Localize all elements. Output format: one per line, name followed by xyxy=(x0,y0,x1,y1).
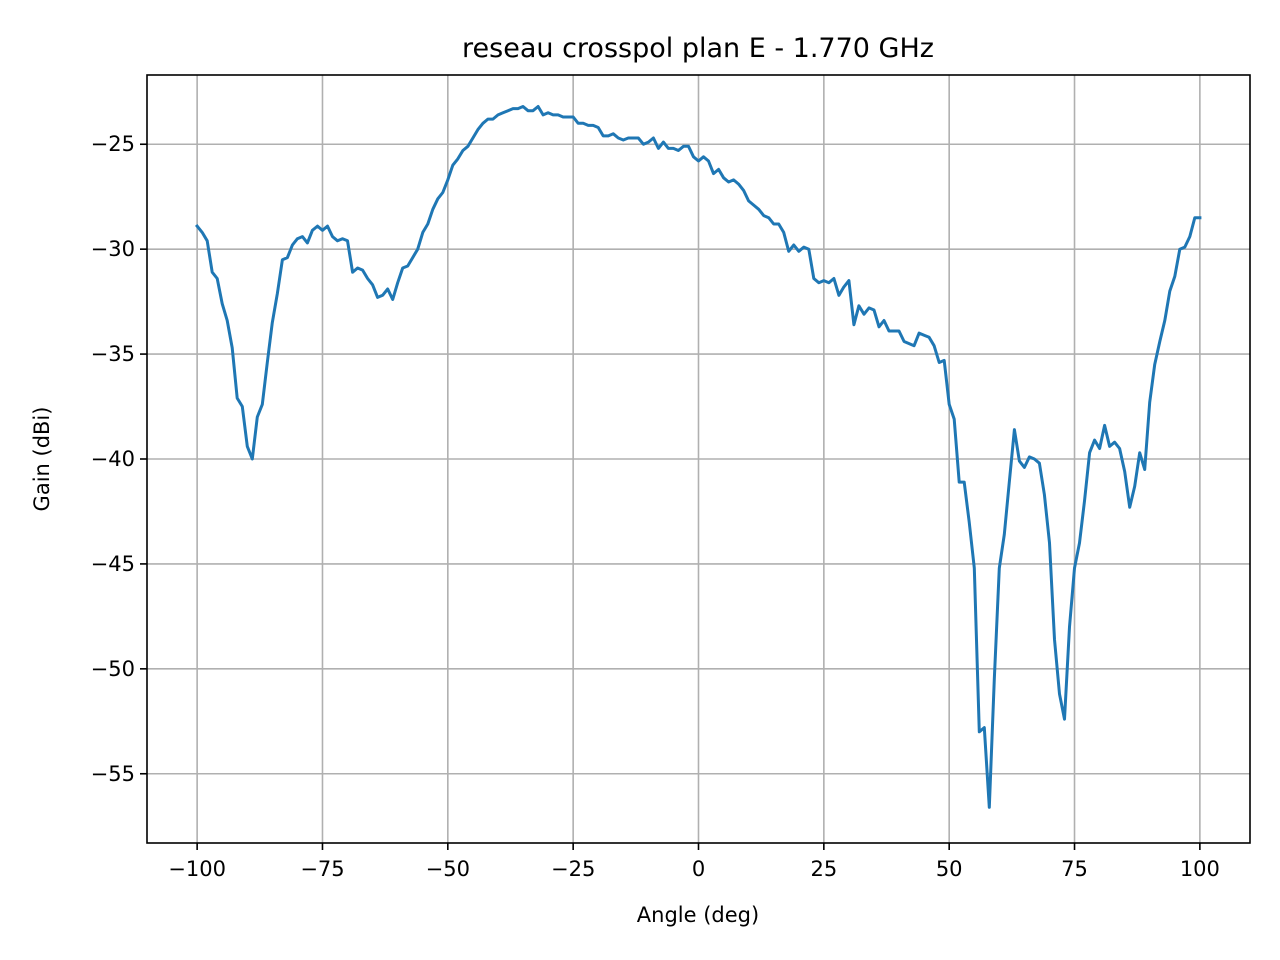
ticks: −100 −75 −50 −25 0 25 50 75 100 −25 −30 −35 −40 −45 −5… xyxy=(91,132,1220,881)
x-tick-label: 50 xyxy=(936,857,963,881)
grid xyxy=(147,75,1250,843)
x-tick-label: 0 xyxy=(692,857,705,881)
y-tick-label: −55 xyxy=(91,762,135,786)
x-axis-label: Angle (deg) xyxy=(637,903,759,927)
y-tick-label: −45 xyxy=(91,552,135,576)
chart-title: reseau crosspol plan E - 1.770 GHz xyxy=(462,33,934,64)
x-tick-label: −100 xyxy=(168,857,226,881)
x-tick-label: −50 xyxy=(426,857,470,881)
series-layer xyxy=(194,105,1202,809)
y-axis-label: Gain (dBi) xyxy=(30,407,54,512)
y-tick-label: −30 xyxy=(91,237,135,261)
x-tick-label: 25 xyxy=(810,857,837,881)
x-tick-label: −75 xyxy=(300,857,344,881)
y-tick-label: −50 xyxy=(91,657,135,681)
x-tick-label: 75 xyxy=(1061,857,1088,881)
x-tick-label: 100 xyxy=(1180,857,1220,881)
y-tick-label: −35 xyxy=(91,342,135,366)
series-line-0 xyxy=(194,105,1202,809)
y-tick-label: −40 xyxy=(91,447,135,471)
y-tick-label: −25 xyxy=(91,132,135,156)
x-tick-label: −25 xyxy=(551,857,595,881)
